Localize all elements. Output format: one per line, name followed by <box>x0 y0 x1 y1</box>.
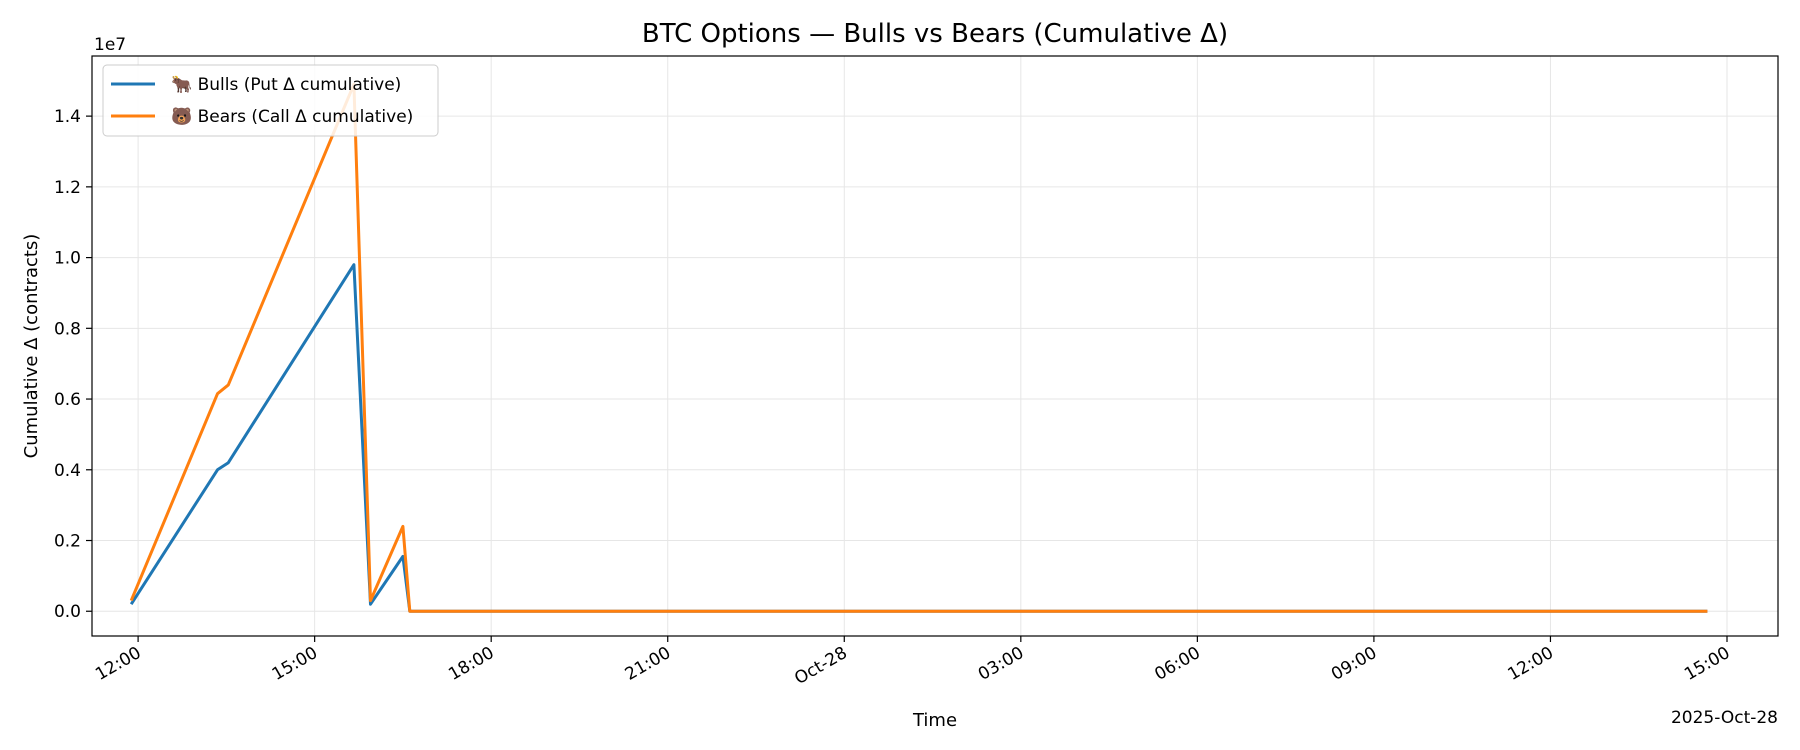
y-tick-label: 0.0 <box>54 602 81 622</box>
x-tick-label: 15:00 <box>1681 643 1733 685</box>
series-line-bulls <box>129 263 1708 613</box>
y-tick-label: 1.4 <box>54 107 81 127</box>
chart-title: BTC Options — Bulls vs Bears (Cumulative… <box>642 19 1228 49</box>
y-tick-label: 0.8 <box>54 319 81 339</box>
y-axis-label: Cumulative Δ (contracts) <box>21 234 42 459</box>
x-tick-label: 06:00 <box>1151 643 1203 685</box>
legend: 🐂 Bulls (Put Δ cumulative) 🐻 Bears (Call… <box>102 64 439 137</box>
y-tick-label: 0.4 <box>54 461 81 481</box>
x-tick-label: Oct-28 <box>791 643 851 689</box>
series-line-bears <box>129 82 1708 613</box>
y-axis: 0.0 0.2 0.4 0.6 0.8 1.0 1.2 1.4 <box>54 107 92 622</box>
x-axis-label: Time <box>912 710 957 731</box>
x-tick-label: 12:00 <box>1505 643 1557 685</box>
x-tick-label: 15:00 <box>269 643 321 685</box>
x-tick-label: 12:00 <box>92 643 144 685</box>
x-tick-label: 18:00 <box>445 643 497 685</box>
x-axis: 12:00 15:00 18:00 21:00 Oct-28 03:00 06:00 09:0… <box>92 636 1733 689</box>
x-tick-label: 03:00 <box>975 643 1027 685</box>
x-tick-label: 09:00 <box>1328 643 1380 685</box>
x-tick-label: 21:00 <box>622 643 674 685</box>
y-tick-label: 0.6 <box>54 390 81 410</box>
y-tick-label: 1.2 <box>54 178 81 198</box>
legend-box <box>102 64 439 137</box>
legend-label-bulls: 🐂 Bulls (Put Δ cumulative) <box>171 75 401 95</box>
grid <box>92 56 1778 636</box>
y-offset-label: 1e7 <box>94 35 126 55</box>
legend-label-bears: 🐻 Bears (Call Δ cumulative) <box>171 106 413 127</box>
y-tick-label: 1.0 <box>54 249 81 269</box>
series-group <box>129 82 1708 613</box>
plot-area-frame <box>91 55 1779 637</box>
y-tick-label: 0.2 <box>54 532 81 552</box>
x-offset-label: 2025-Oct-28 <box>1671 708 1778 728</box>
